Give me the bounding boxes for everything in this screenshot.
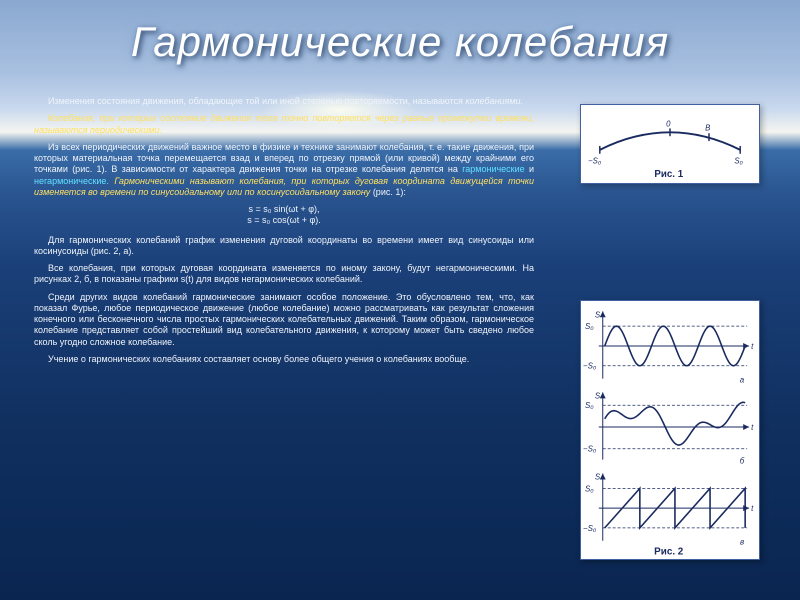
p3a: Из всех периодических движений важное ме… [34, 142, 534, 175]
svg-text:S₀: S₀ [585, 322, 594, 331]
fig1-S0: S₀ [734, 157, 743, 166]
svg-text:в: в [740, 538, 744, 547]
p3c: и [525, 164, 534, 174]
para-2: Колебания, при которых состояние движени… [34, 113, 534, 136]
svg-text:t: t [751, 504, 754, 513]
para-6: Среди других видов колебаний гармоническ… [34, 292, 534, 348]
svg-text:S₀: S₀ [585, 484, 594, 493]
p1a: Изменения состояния движения, обладающие… [48, 96, 465, 106]
para-3: Из всех периодических движений важное ме… [34, 142, 534, 198]
fig1-minusS0: −S₀ [588, 157, 602, 166]
page-title: Гармонические колебания [0, 18, 800, 66]
p3d: негармонические. [34, 176, 109, 186]
para-7: Учение о гармонических колебаниях состав… [34, 354, 534, 365]
svg-text:S: S [595, 310, 601, 319]
formula-2: s = s₀ cos(ωt + φ). [34, 215, 534, 226]
body-text: Изменения состояния движения, обладающие… [34, 96, 534, 371]
p3e: Гармоническими называют колебания, при к… [34, 176, 534, 197]
para-1: Изменения состояния движения, обладающие… [34, 96, 534, 107]
fig2-caption: Рис. 2 [654, 547, 684, 558]
figure-1-svg: −S₀ 0 B S₀ Рис. 1 [581, 105, 759, 183]
svg-text:−S₀: −S₀ [583, 524, 597, 533]
fig1-caption: Рис. 1 [654, 169, 683, 180]
para-4: Для гармонических колебаний график измен… [34, 235, 534, 258]
p3f: (рис. 1): [370, 187, 406, 197]
fig1-B: B [705, 123, 710, 132]
svg-text:t: t [751, 423, 754, 432]
svg-text:−S₀: −S₀ [583, 445, 597, 454]
formulas: s = s₀ sin(ωt + φ), s = s₀ cos(ωt + φ). [34, 204, 534, 227]
svg-text:а: а [740, 376, 745, 385]
para-5: Все колебания, при которых дуговая коорд… [34, 263, 534, 286]
svg-text:б: б [740, 457, 745, 466]
p3b: гармонические [462, 164, 524, 174]
svg-text:S: S [595, 391, 601, 400]
p1b-term: колебаниями. [465, 96, 523, 106]
svg-text:S₀: S₀ [585, 401, 594, 410]
formula-1: s = s₀ sin(ωt + φ), [34, 204, 534, 215]
figure-2-svg: S₀ −S₀ St а S₀ −S₀ St б S₀ −S₀ St в Рис. 2 [581, 301, 759, 559]
figure-1: −S₀ 0 B S₀ Рис. 1 [580, 104, 760, 184]
p2-highlight: Колебания, при которых состояние движени… [34, 113, 534, 134]
svg-text:−S₀: −S₀ [583, 362, 597, 371]
svg-text:t: t [751, 342, 754, 351]
fig1-zero: 0 [666, 119, 671, 128]
svg-text:S: S [595, 472, 601, 481]
figure-2: S₀ −S₀ St а S₀ −S₀ St б S₀ −S₀ St в Рис. 2 [580, 300, 760, 560]
